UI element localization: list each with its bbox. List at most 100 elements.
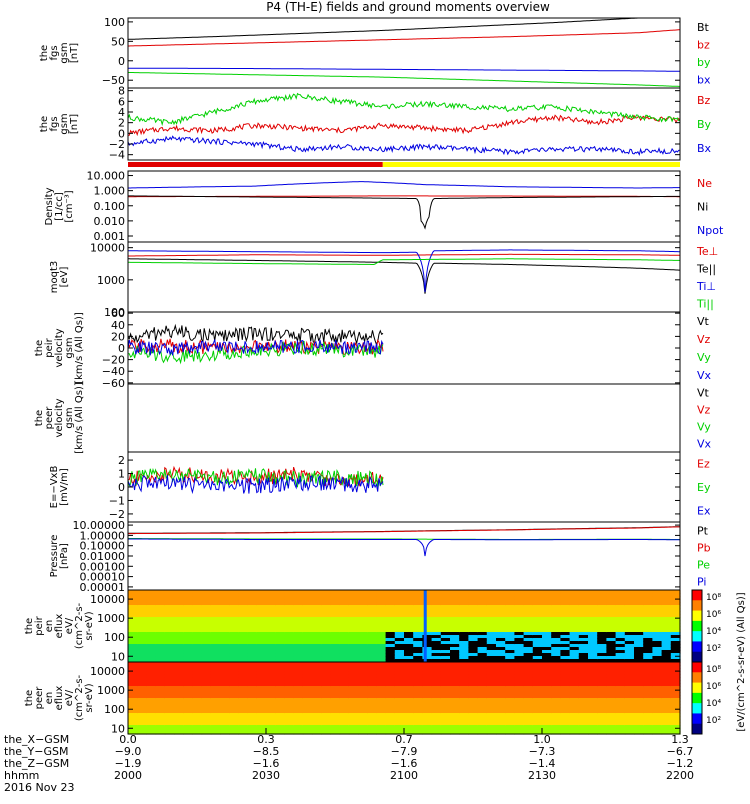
- heatmap-cell: [284, 692, 295, 696]
- heatmap-cell: [597, 593, 607, 597]
- heatmap-cell: [615, 671, 626, 675]
- heatmap-cell: [220, 695, 230, 699]
- heatmap-cell: [532, 707, 543, 711]
- heatmap-cell: [256, 650, 267, 654]
- heatmap-cell: [670, 614, 681, 618]
- heatmap-cell: [496, 644, 506, 648]
- heatmap-cell: [155, 719, 166, 723]
- heatmap-cell: [348, 614, 359, 618]
- heatmap-cell: [330, 650, 341, 654]
- heatmap-cell: [385, 647, 396, 651]
- heatmap-cell: [431, 695, 442, 699]
- heatmap-cell: [183, 617, 193, 621]
- heatmap-cell: [652, 662, 663, 666]
- heatmap-cell: [459, 722, 469, 726]
- heatmap-cell: [220, 686, 230, 690]
- fgs_dsl-series-by: [127, 92, 681, 127]
- heatmap-cell: [459, 644, 469, 648]
- heatmap-cell: [164, 680, 175, 684]
- heatmap-cell: [192, 617, 203, 621]
- heatmap-cell: [394, 647, 405, 651]
- heatmap-cell: [284, 593, 295, 597]
- heatmap-cell: [670, 719, 681, 723]
- heatmap-cell: [597, 614, 607, 618]
- heatmap-cell: [339, 698, 350, 702]
- heatmap-cell: [128, 650, 138, 654]
- heatmap-cell: [183, 707, 193, 711]
- heatmap-cell: [238, 611, 249, 615]
- heatmap-cell: [477, 653, 488, 657]
- heatmap-cell: [256, 728, 267, 732]
- heatmap-cell: [597, 722, 607, 726]
- heatmap-cell: [174, 731, 184, 735]
- heatmap-cell: [275, 596, 285, 600]
- heatmap-cell: [192, 611, 203, 615]
- heatmap-cell: [339, 662, 350, 666]
- heatmap-cell: [588, 704, 598, 708]
- heatmap-cell: [247, 623, 258, 627]
- heatmap-cell: [302, 695, 313, 699]
- heatmap-cell: [137, 590, 147, 594]
- heatmap-cell: [459, 674, 469, 678]
- heatmap-cell: [174, 599, 184, 603]
- heatmap-cell: [367, 659, 377, 663]
- heatmap-cell: [468, 590, 479, 594]
- heatmap-cell: [275, 671, 285, 675]
- heatmap-cell: [321, 605, 331, 609]
- heatmap-cell: [404, 668, 414, 672]
- heatmap-cell: [358, 674, 368, 678]
- heatmap-cell: [376, 641, 387, 645]
- heatmap-cell: [192, 668, 203, 672]
- heatmap-cell: [275, 593, 285, 597]
- heatmap-cell: [321, 635, 331, 639]
- heatmap-cell: [551, 629, 561, 633]
- heatmap-cell: [661, 647, 672, 651]
- x-row-value: −1.9: [115, 757, 142, 770]
- heatmap-cell: [385, 695, 396, 699]
- heatmap-cell: [302, 698, 313, 702]
- heatmap-cell: [293, 596, 304, 600]
- colorbar-label: [eV/(cm^2-s-sr-eV) (All Qs)]: [736, 592, 747, 731]
- y-axis-label: [mV/m]: [59, 468, 70, 506]
- heatmap-cell: [339, 701, 350, 705]
- heatmap-cell: [137, 659, 147, 663]
- heatmap-cell: [496, 731, 506, 735]
- heatmap-cell: [413, 662, 423, 666]
- heatmap-cell: [348, 632, 359, 636]
- heatmap-cell: [284, 653, 295, 657]
- heatmap-cell: [275, 704, 285, 708]
- heatmap-cell: [312, 602, 322, 606]
- heatmap-cell: [266, 623, 276, 627]
- heatmap-cell: [569, 638, 580, 642]
- heatmap-cell: [210, 671, 221, 675]
- heatmap-cell: [643, 650, 653, 654]
- heatmap-cell: [597, 719, 607, 723]
- heatmap-cell: [220, 593, 230, 597]
- heatmap-cell: [606, 680, 617, 684]
- heatmap-cell: [569, 686, 580, 690]
- heatmap-cell: [634, 620, 644, 624]
- heatmap-cell: [128, 698, 138, 702]
- heatmap-cell: [183, 653, 193, 657]
- heatmap-cell: [468, 656, 479, 660]
- heatmap-cell: [496, 704, 506, 708]
- heatmap-cell: [330, 704, 341, 708]
- heatmap-cell: [643, 680, 653, 684]
- heatmap-cell: [661, 698, 672, 702]
- heatmap-cell: [450, 698, 460, 702]
- heatmap-cell: [404, 725, 414, 729]
- heatmap-cell: [634, 623, 644, 627]
- heatmap-cell: [275, 611, 285, 615]
- heatmap-cell: [164, 731, 175, 735]
- heatmap-cell: [606, 686, 617, 690]
- heatmap-cell: [339, 695, 350, 699]
- heatmap-cell: [578, 701, 589, 705]
- legend-peer_vel-vt: Vt: [697, 387, 710, 400]
- temp-series-te: [128, 253, 680, 257]
- heatmap-cell: [542, 656, 552, 660]
- heatmap-cell: [284, 704, 295, 708]
- heatmap-cell: [560, 701, 571, 705]
- heatmap-cell: [330, 728, 341, 732]
- heatmap-cell: [422, 599, 433, 603]
- heatmap-cell: [238, 641, 249, 645]
